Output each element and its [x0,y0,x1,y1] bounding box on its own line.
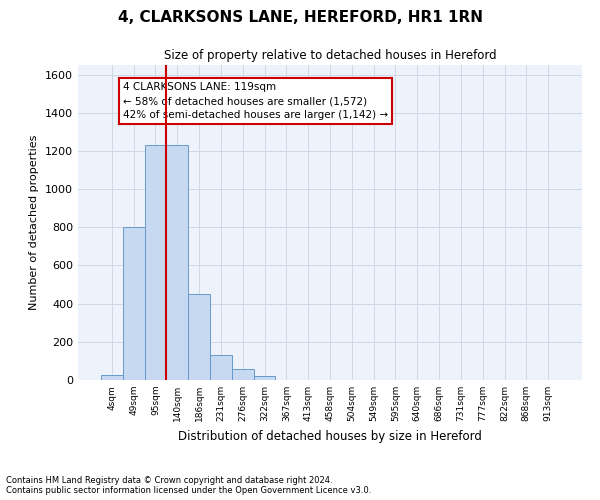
Bar [123,228,145,380]
Text: Contains HM Land Registry data © Crown copyright and database right 2024.
Contai: Contains HM Land Registry data © Crown c… [6,476,371,495]
Title: Size of property relative to detached houses in Hereford: Size of property relative to detached ho… [164,50,496,62]
Bar [101,375,123,380]
Bar [210,355,232,380]
Y-axis label: Number of detached properties: Number of detached properties [29,135,40,310]
Bar [188,294,210,380]
Text: 4, CLARKSONS LANE, HEREFORD, HR1 1RN: 4, CLARKSONS LANE, HEREFORD, HR1 1RN [118,10,482,25]
X-axis label: Distribution of detached houses by size in Hereford: Distribution of detached houses by size … [178,430,482,442]
Bar [254,376,275,380]
Bar [145,145,166,380]
Text: 4 CLARKSONS LANE: 119sqm
← 58% of detached houses are smaller (1,572)
42% of sem: 4 CLARKSONS LANE: 119sqm ← 58% of detach… [123,82,388,120]
Bar [232,368,254,380]
Bar [166,145,188,380]
